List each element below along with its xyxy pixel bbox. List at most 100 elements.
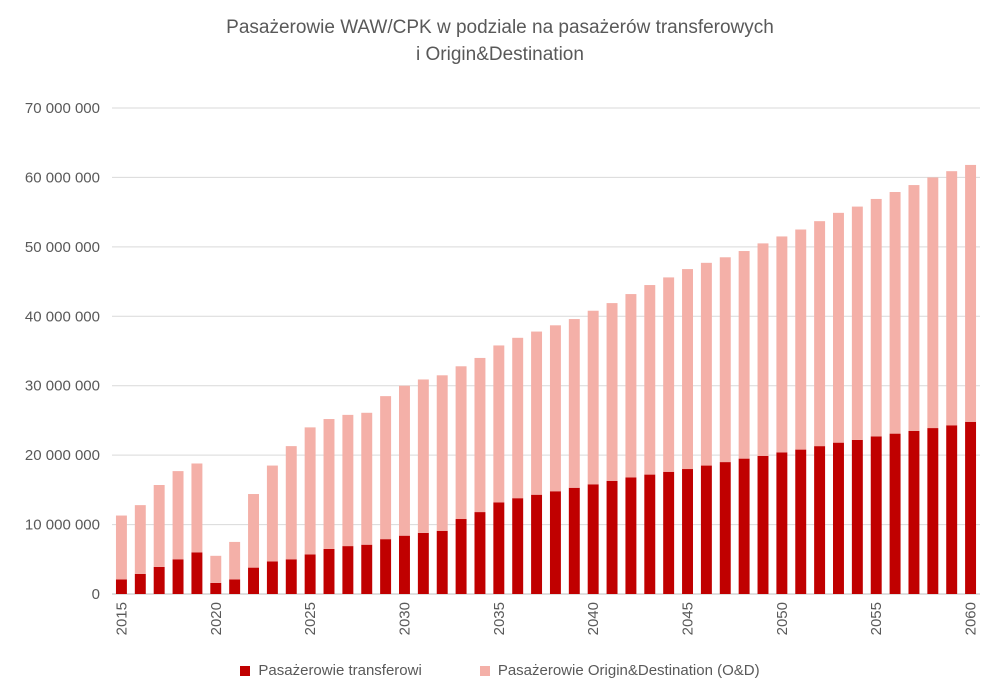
bar-od [587,310,599,485]
x-tick-label: 2035 [491,602,508,635]
bar-transfer [682,469,693,594]
bar-od [531,331,543,495]
bar-od [814,221,826,447]
bar-transfer [115,579,127,594]
bar-od [172,471,184,560]
bar-od [757,243,769,456]
bar-od [304,427,316,555]
bar-od [927,177,939,429]
bar-od [474,357,486,513]
legend-item-od: Pasażerowie Origin&Destination (O&D) [479,662,760,679]
bar-transfer [417,532,429,594]
bar-transfer [833,442,844,594]
x-tick-label: 2040 [585,602,602,635]
bar-transfer [323,548,335,594]
bar-transfer [549,491,561,594]
bar-od [380,396,392,540]
bar-od [908,185,920,431]
x-tick-label: 2060 [963,602,980,635]
bar-od [134,505,146,574]
bar-transfer [814,446,826,594]
bar-transfer [719,462,731,594]
legend-swatch-transfer [240,665,251,676]
bar-transfer [229,579,241,594]
bar-transfer [436,530,448,594]
bar-od [965,164,977,422]
bar-od [700,262,712,466]
bar-transfer [172,559,184,594]
x-tick-label: 2020 [208,602,225,635]
bar-transfer [927,428,939,594]
legend: Pasażerowie transferowi Pasażerowie Orig… [0,662,1000,679]
x-tick-label: 2025 [302,602,319,635]
bar-transfer [889,433,901,594]
x-tick-label: 2015 [113,602,130,635]
bar-transfer [531,494,543,594]
bar-od [644,285,656,475]
bar-od [568,319,580,488]
bar-transfer [304,554,316,594]
bar-transfer [757,455,769,594]
bar-od [776,236,788,453]
bar-transfer [700,465,712,594]
bar-transfer [134,573,146,594]
bar-od [870,198,882,437]
legend-label-od: Pasażerowie Origin&Destination (O&D) [497,662,760,679]
chart-title-line1: Pasażerowie WAW/CPK w podziale na pasaże… [226,17,774,38]
bar-od [663,277,675,472]
bar-transfer [587,484,599,594]
bar-transfer [512,498,524,594]
bar-transfer [474,512,486,594]
bar-od [795,229,807,450]
y-tick-label: 20 000 000 [25,447,100,464]
bar-transfer [625,477,637,594]
bar-od [946,171,958,426]
bar-transfer [380,539,392,594]
bar-od [342,414,354,547]
bar-od [229,541,241,580]
x-tick-label: 2030 [396,602,413,635]
bar-transfer [776,452,788,594]
bar-od [417,379,429,533]
bar-transfer [965,421,977,594]
bar-od [738,251,750,459]
y-tick-label: 50 000 000 [25,239,100,256]
y-tick-label: 10 000 000 [25,517,100,534]
bar-transfer [738,458,750,594]
bar-od [549,325,561,492]
bar-transfer [795,449,807,594]
bar-od [115,515,127,580]
bar-od [625,294,637,478]
bar-od [719,257,731,463]
bar-od [248,494,259,568]
bar-od [512,337,524,499]
bar-transfer [248,567,259,594]
legend-label-transfer: Pasażerowie transferowi [258,662,422,679]
x-tick-label: 2045 [680,602,697,635]
bar-transfer [266,561,278,594]
bar-od [851,206,863,440]
bar-od [436,375,448,531]
y-tick-label: 70 000 000 [25,100,100,117]
y-tick-label: 40 000 000 [25,308,100,325]
chart-title: Pasażerowie WAW/CPK w podziale na pasaże… [0,14,1000,68]
bars [115,164,977,594]
x-tick-label: 2055 [868,602,885,635]
bar-od [682,269,693,470]
bar-od [606,303,618,481]
legend-swatch-od [479,665,490,676]
bar-od [833,212,844,443]
x-axis-tick-labels: 2015 2020 2025 2030 2035 2040 2045 2050 2055 2060 [113,602,979,635]
bar-transfer [644,474,656,594]
bar-od [266,465,278,562]
x-tick-label: 2050 [774,602,791,635]
chart-title-line2: i Origin&Destination [416,44,584,65]
bar-od [493,345,505,503]
bar-transfer [851,439,863,594]
bar-transfer [663,471,675,594]
bar-transfer [568,487,580,594]
bar-transfer [285,559,297,594]
y-tick-label: 60 000 000 [25,169,100,186]
bar-transfer [908,430,920,594]
